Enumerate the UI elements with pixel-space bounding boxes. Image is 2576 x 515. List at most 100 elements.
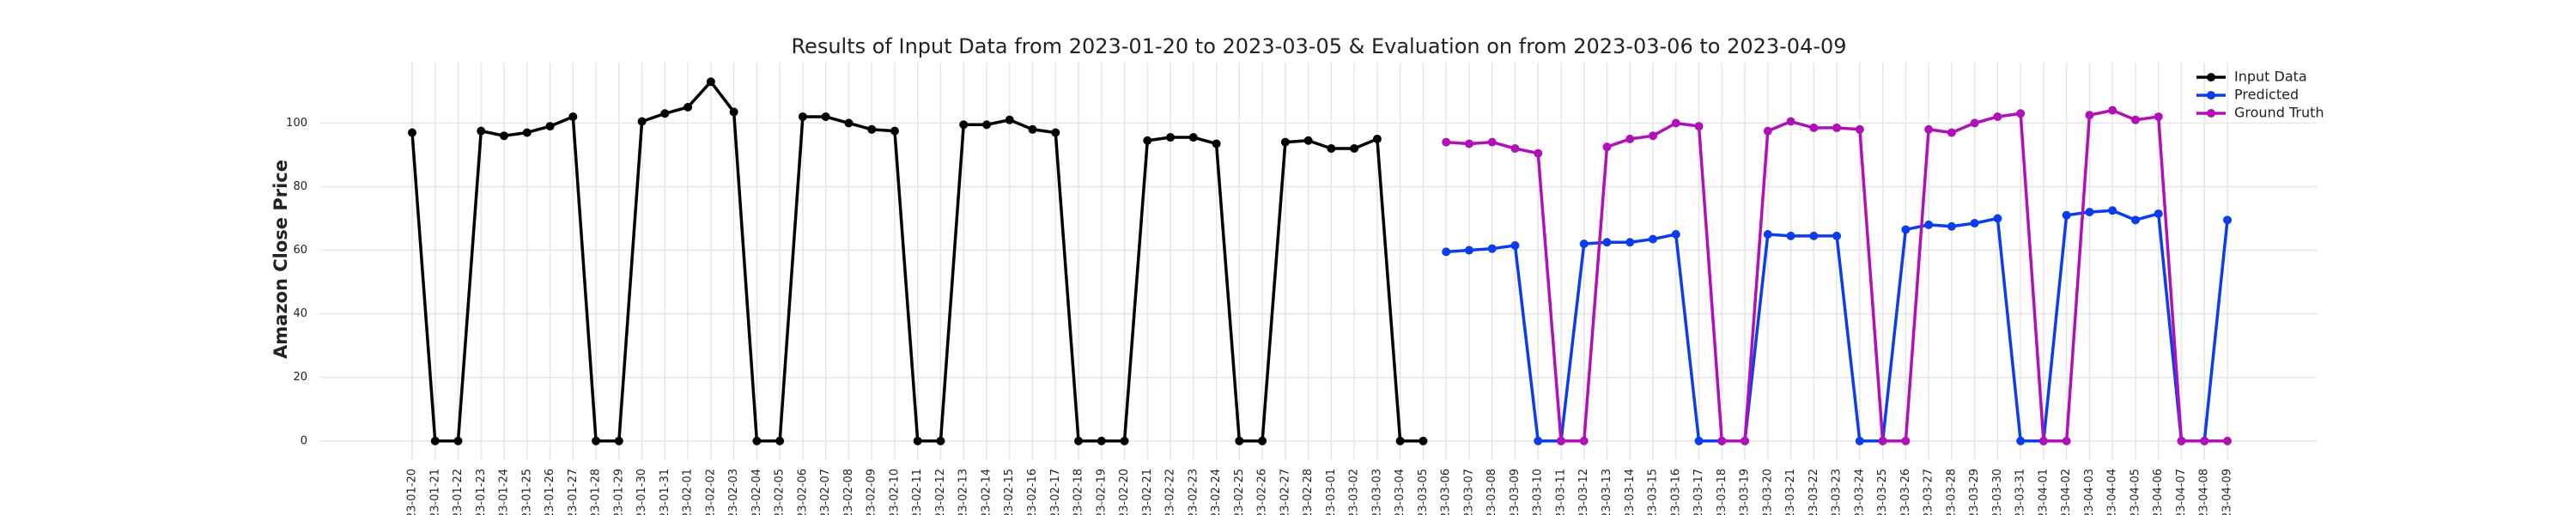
data-point xyxy=(775,436,785,445)
x-tick-label: 2023-02-13 xyxy=(957,469,970,515)
data-point xyxy=(477,126,486,136)
x-tick-label: 2023-01-23 xyxy=(475,469,488,515)
x-tick-label: 2023-02-19 xyxy=(1095,469,1108,515)
x-tick-label: 2023-02-15 xyxy=(1003,469,1016,515)
data-point xyxy=(1028,124,1037,134)
x-tick-label: 2023-01-27 xyxy=(567,469,580,515)
x-tick-label: 2023-03-17 xyxy=(1692,469,1705,515)
data-point xyxy=(1832,231,1842,240)
x-tick-label: 2023-03-08 xyxy=(1485,469,1498,515)
data-point xyxy=(1947,128,1956,137)
x-tick-label: 2023-02-02 xyxy=(704,469,717,515)
data-point xyxy=(1993,214,2002,223)
data-point xyxy=(1074,436,1084,445)
data-point xyxy=(568,112,578,121)
x-tick-label: 2023-03-31 xyxy=(2014,469,2027,515)
x-tick-label: 2023-01-30 xyxy=(635,469,648,515)
data-point xyxy=(2130,115,2140,124)
data-point xyxy=(1649,234,1658,244)
x-tick-label: 2023-03-02 xyxy=(1348,469,1361,515)
data-point xyxy=(1005,115,1014,124)
data-point xyxy=(1303,136,1313,145)
legend-marker xyxy=(2207,109,2215,118)
x-tick-label: 2023-03-25 xyxy=(1876,469,1889,515)
x-tick-label: 2023-01-25 xyxy=(520,469,533,515)
data-point xyxy=(2016,109,2026,118)
data-point xyxy=(1487,137,1497,147)
x-tick-label: 2023-02-04 xyxy=(750,469,763,515)
data-point xyxy=(1901,436,1911,445)
data-point xyxy=(1763,230,1772,239)
data-point xyxy=(2108,106,2117,115)
data-point xyxy=(2016,436,2026,445)
data-point xyxy=(1442,247,1451,257)
x-tick-label: 2023-04-07 xyxy=(2175,469,2188,515)
x-tick-label: 2023-03-16 xyxy=(1669,469,1682,515)
data-point xyxy=(2154,209,2163,218)
x-tick-label: 2023-03-10 xyxy=(1532,469,1545,515)
y-axis-label: Amazon Close Price xyxy=(270,160,291,359)
data-point xyxy=(2223,215,2232,225)
data-point xyxy=(2062,436,2071,445)
x-tick-label: 2023-02-17 xyxy=(1049,469,1062,515)
x-tick-label: 2023-03-26 xyxy=(1899,469,1912,515)
data-point xyxy=(1350,144,1359,154)
data-point xyxy=(2223,436,2232,445)
data-point xyxy=(1924,220,1934,229)
data-point xyxy=(1855,124,1864,134)
data-point xyxy=(1786,231,1795,240)
x-tick-label: 2023-03-23 xyxy=(1831,469,1844,515)
data-point xyxy=(614,436,623,445)
data-point xyxy=(1694,436,1704,445)
x-tick-label: 2023-02-25 xyxy=(1233,469,1246,515)
legend-label: Input Data xyxy=(2234,69,2307,85)
x-tick-label: 2023-02-27 xyxy=(1279,469,1291,515)
data-point xyxy=(1602,238,1612,247)
data-point xyxy=(1809,231,1819,240)
data-point xyxy=(1993,112,2002,121)
data-point xyxy=(1487,244,1497,253)
data-point xyxy=(1694,122,1704,131)
x-tick-label: 2023-04-04 xyxy=(2106,469,2119,515)
x-tick-label: 2023-03-19 xyxy=(1739,469,1752,515)
data-point xyxy=(1051,128,1060,137)
x-tick-label: 2023-02-24 xyxy=(1210,469,1223,515)
data-point xyxy=(2085,111,2094,120)
chart-title: Results of Input Data from 2023-01-20 to… xyxy=(791,34,1846,58)
data-point xyxy=(1327,144,1336,154)
x-tick-label: 2023-03-14 xyxy=(1624,469,1637,515)
x-tick-label: 2023-02-06 xyxy=(796,469,809,515)
data-point xyxy=(1395,436,1405,445)
data-point xyxy=(1924,124,1934,134)
x-tick-label: 2023-02-20 xyxy=(1118,469,1131,515)
x-tick-label: 2023-03-20 xyxy=(1761,469,1774,515)
data-point xyxy=(1579,239,1589,249)
data-point xyxy=(1442,137,1451,147)
x-tick-label: 2023-02-03 xyxy=(727,469,740,515)
data-point xyxy=(2038,436,2048,445)
x-tick-label: 2023-04-02 xyxy=(2060,469,2073,515)
data-point xyxy=(1970,118,1979,128)
data-point xyxy=(1419,436,1428,445)
y-tick-label: 100 xyxy=(286,117,307,130)
x-tick-label: 2023-03-06 xyxy=(1440,469,1453,515)
y-tick-label: 60 xyxy=(293,244,307,257)
x-tick-label: 2023-01-21 xyxy=(428,469,441,515)
data-point xyxy=(1464,245,1473,255)
data-point xyxy=(913,436,922,445)
data-point xyxy=(1258,436,1267,445)
x-tick-label: 2023-02-09 xyxy=(866,469,878,515)
data-point xyxy=(867,124,877,134)
x-tick-label: 2023-02-16 xyxy=(1026,469,1039,515)
x-tick-label: 2023-03-01 xyxy=(1325,469,1338,515)
data-point xyxy=(844,118,854,128)
data-point xyxy=(1649,131,1658,141)
data-point xyxy=(1464,139,1473,148)
x-tick-label: 2023-02-28 xyxy=(1302,469,1315,515)
data-point xyxy=(500,131,509,141)
data-point xyxy=(1579,436,1589,445)
data-point xyxy=(453,436,463,445)
data-point xyxy=(729,107,738,117)
x-tick-label: 2023-03-13 xyxy=(1601,469,1613,515)
